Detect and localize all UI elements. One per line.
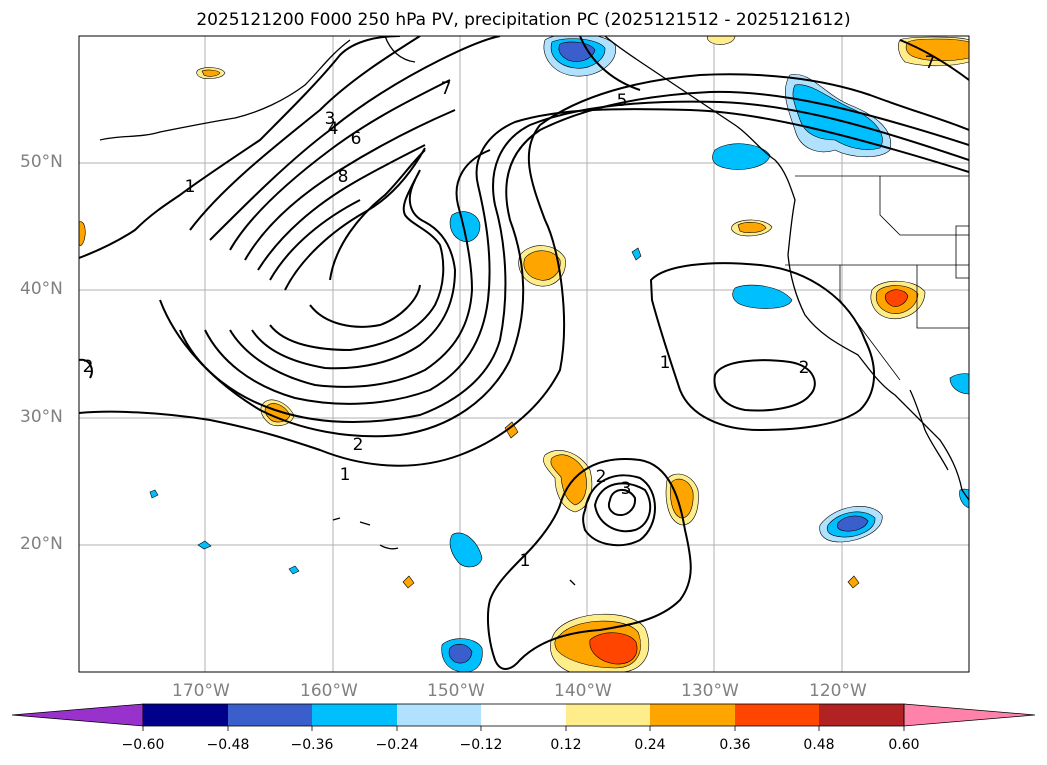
colorbar-segment [312, 704, 397, 726]
colorbar-frame [142, 703, 905, 727]
colorbar-segment [397, 704, 481, 726]
contour-label: 2 [83, 357, 94, 377]
colorbar-segment [481, 704, 566, 726]
colorbar-segment [228, 704, 312, 726]
lon-label: 140°W [554, 681, 612, 701]
contour-labels: 1 2 3 4 5 6 7 8 1 2 3 1 2 1 2 7 [83, 53, 936, 571]
lat-label: 40°N [20, 279, 63, 299]
contour-label: 2 [799, 358, 810, 378]
colorbar-tick-label: −0.12 [459, 737, 503, 753]
lat-label: 50°N [20, 152, 63, 172]
colorbar [11, 703, 1036, 731]
map-frame [78, 35, 970, 673]
lon-label: 120°W [809, 681, 867, 701]
lat-label: 20°N [20, 534, 63, 554]
contour-label: 2 [596, 467, 607, 487]
contour-label: 7 [925, 53, 936, 73]
contour-label: 1 [660, 353, 671, 373]
precip-negative-blobs [149, 36, 969, 672]
contour-label: 6 [351, 129, 362, 149]
contour-label: 3 [621, 479, 632, 499]
pv-contours [79, 36, 969, 670]
lon-label: 150°W [427, 681, 485, 701]
contour-label: 5 [617, 91, 628, 111]
contour-label: 8 [338, 167, 349, 187]
contour-label: 2 [353, 435, 364, 455]
contour-label: 1 [340, 465, 351, 485]
lon-label: 130°W [681, 681, 739, 701]
colorbar-segment [650, 704, 735, 726]
map-title: 2025121200 F000 250 hPa PV, precipitatio… [196, 10, 851, 30]
colorbar-tick-label: 0.12 [550, 737, 582, 753]
lon-label: 170°W [172, 681, 230, 701]
contour-label: 7 [441, 79, 452, 99]
colorbar-segment [735, 704, 819, 726]
colorbar-tick-label: 0.36 [719, 737, 751, 753]
colorbar-tick-label: 0.60 [888, 737, 920, 753]
colorbar-tick-label: −0.24 [375, 737, 419, 753]
political-borders [785, 175, 969, 381]
colorbar-tick-label: 0.48 [803, 737, 835, 753]
lat-label: 30°N [20, 407, 63, 427]
colorbar-tick-label: −0.60 [121, 737, 165, 753]
contour-label: 3 [325, 109, 336, 129]
colorbar-segment [143, 704, 228, 726]
colorbar-low-extension [11, 703, 144, 727]
lon-label: 160°W [300, 681, 358, 701]
contour-label: 1 [520, 551, 531, 571]
colorbar-tick-label: −0.36 [290, 737, 334, 753]
gridlines [79, 36, 969, 672]
colorbar-segment [819, 704, 904, 726]
colorbar-segment [566, 704, 650, 726]
contour-label: 1 [185, 177, 196, 197]
contour-label: 4 [328, 119, 339, 139]
colorbar-tick-label: −0.48 [206, 737, 250, 753]
precip-positive-blobs [79, 36, 969, 672]
colorbar-tick-label: 0.24 [634, 737, 666, 753]
colorbar-high-extension [903, 703, 1036, 727]
